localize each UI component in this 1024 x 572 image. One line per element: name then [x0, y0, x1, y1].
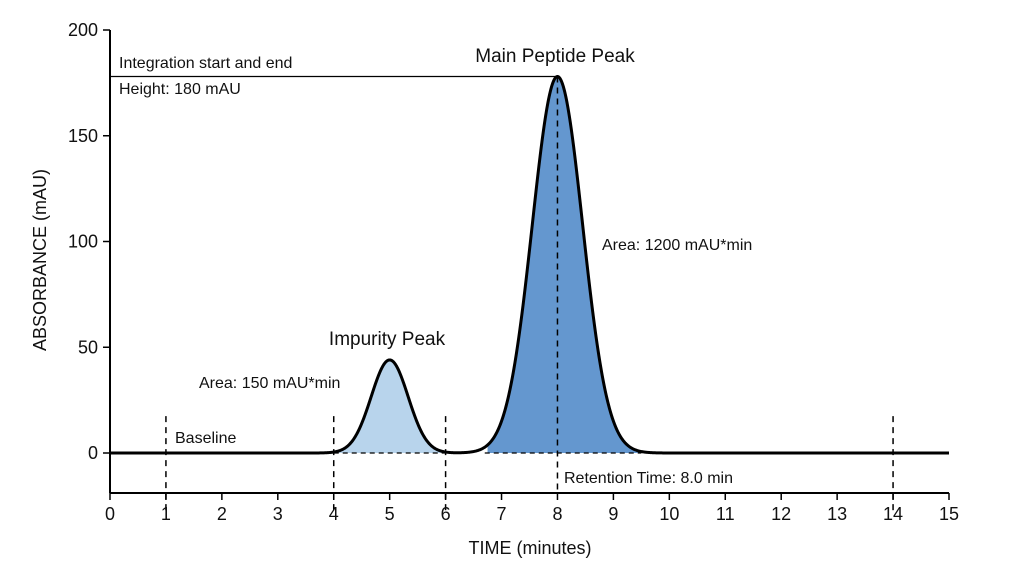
x-tick-label: 11	[716, 504, 735, 524]
y-tick-label: 100	[68, 232, 98, 252]
impurity-area-label: Area: 150 mAU*min	[199, 375, 340, 392]
chromatogram-line	[109, 75, 950, 455]
x-tick-label: 15	[939, 504, 959, 524]
retention-time-label: Retention Time: 8.0 min	[564, 470, 733, 487]
y-tick-label: 150	[68, 126, 98, 146]
axes	[109, 30, 949, 494]
impurity-peak-fill	[333, 359, 446, 453]
x-tick-label: 8	[552, 504, 562, 524]
x-tick-label: 10	[659, 504, 679, 524]
y-tick-label: 200	[68, 20, 98, 40]
x-tick-label: 7	[497, 504, 507, 524]
main-peak-label: Main Peptide Peak	[475, 46, 635, 67]
curve-layer	[109, 75, 950, 455]
x-axis-title: TIME (minutes)	[468, 538, 591, 558]
y-axis-title: ABSORBANCE (mAU)	[30, 169, 50, 351]
x-tick-label: 13	[827, 504, 847, 524]
integration-label: Integration start and end	[119, 55, 292, 72]
x-tick-label: 9	[608, 504, 618, 524]
x-tick-label: 2	[217, 504, 227, 524]
y-tick-label: 50	[78, 337, 98, 357]
x-tick-label: 3	[273, 504, 283, 524]
peak-fills	[333, 76, 642, 453]
x-tick-label: 12	[771, 504, 791, 524]
x-tick-label: 5	[385, 504, 395, 524]
x-tick-label: 0	[105, 504, 115, 524]
impurity-peak-label: Impurity Peak	[329, 329, 446, 350]
x-tick-label: 6	[441, 504, 451, 524]
baseline-label: Baseline	[175, 430, 236, 447]
x-tick-label: 1	[161, 504, 171, 524]
x-tick-label: 14	[883, 504, 903, 524]
height-label: Height: 180 mAU	[119, 81, 241, 98]
x-tick-label: 4	[329, 504, 339, 524]
main-area-label: Area: 1200 mAU*min	[602, 237, 752, 254]
y-tick-label: 0	[88, 443, 98, 463]
main-peak-fill	[487, 76, 642, 453]
